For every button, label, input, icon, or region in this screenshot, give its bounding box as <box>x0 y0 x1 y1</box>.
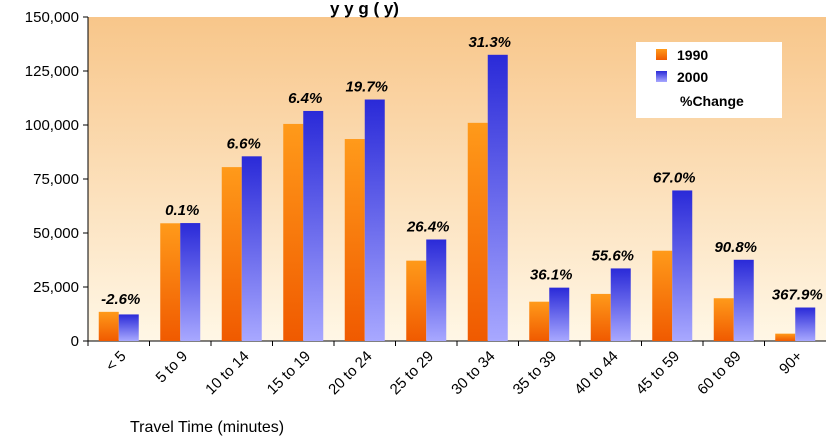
bar-2000 <box>487 54 508 342</box>
y-tick-label: 50,000 <box>33 225 79 242</box>
bar-2000 <box>426 239 447 341</box>
bar-1990 <box>713 298 734 341</box>
x-tick-label: 15 to 19 <box>264 348 314 398</box>
legend-label-pct-change: %Change <box>680 93 744 109</box>
bar-1990 <box>775 333 796 341</box>
pct-change-label: 67.0% <box>653 169 696 186</box>
bar-1990 <box>529 301 550 341</box>
y-tick-label: 25,000 <box>33 279 79 296</box>
y-tick-label: 0 <box>71 333 79 350</box>
x-tick-label: 30 to 34 <box>448 348 498 398</box>
bar-2000 <box>118 314 139 341</box>
y-tick-label: 75,000 <box>33 171 79 188</box>
pct-change-label: 55.6% <box>591 247 634 264</box>
x-tick-label: 40 to 44 <box>571 348 621 398</box>
y-tick-label: 100,000 <box>25 117 79 134</box>
bar-1990 <box>283 123 304 341</box>
x-tick-label: 35 to 39 <box>510 348 560 398</box>
y-tick-label: 125,000 <box>25 63 79 80</box>
pct-change-label: 90.8% <box>714 239 757 256</box>
bar-1990 <box>406 260 427 341</box>
bar-2000 <box>672 190 693 341</box>
legend-swatch-1990 <box>656 49 667 60</box>
pct-change-label: 0.1% <box>165 202 199 219</box>
bar-1990 <box>98 311 119 341</box>
x-tick-label: 90+ <box>776 348 806 378</box>
pct-change-label: 6.4% <box>288 90 322 107</box>
bar-2000 <box>733 259 754 341</box>
bar-2000 <box>549 287 570 341</box>
legend-swatch-2000 <box>656 71 667 82</box>
chart-title: y y g ( y) <box>330 0 399 18</box>
y-tick-label: 150,000 <box>25 9 79 26</box>
x-tick-label: 25 to 29 <box>387 348 437 398</box>
bar-1990 <box>652 250 673 341</box>
legend: 1990 2000 %Change <box>636 42 782 118</box>
bar-2000 <box>180 223 201 341</box>
x-axis-ticks: < 5 5 to 9 10 to 14 15 to 19 20 to 24 25 to 2… <box>87 341 806 398</box>
pct-change-label: 36.1% <box>530 267 573 284</box>
pct-change-label: 367.9% <box>772 287 823 304</box>
x-tick-label: 60 to 89 <box>694 348 744 398</box>
bar-1990 <box>590 293 611 341</box>
x-tick-label: < 5 <box>103 348 130 375</box>
bar-1990 <box>160 223 181 341</box>
x-tick-label: 10 to 14 <box>202 348 252 398</box>
pct-change-label: -2.6% <box>101 291 140 308</box>
bar-2000 <box>795 307 816 341</box>
bar-2000 <box>241 156 262 341</box>
bar-1990 <box>344 139 365 341</box>
legend-label-2000: 2000 <box>677 69 708 85</box>
bar-2000 <box>610 268 631 341</box>
pct-change-label: 19.7% <box>345 79 388 96</box>
pct-change-label: 26.4% <box>406 218 450 235</box>
x-axis-title: Travel Time (minutes) <box>130 419 284 436</box>
bars <box>98 54 816 342</box>
bar-2000 <box>303 110 324 342</box>
pct-change-labels: -2.6% 0.1% 6.6% 6.4% 19.7% 26.4% 31.3% 36.1% 55.… <box>101 34 823 308</box>
x-tick-label: 45 to 59 <box>633 348 683 398</box>
x-tick-label: 20 to 24 <box>325 348 375 398</box>
legend-label-1990: 1990 <box>677 47 708 63</box>
x-tick-label: 5 to 9 <box>153 348 192 387</box>
pct-change-label: 31.3% <box>468 34 511 51</box>
bar-1990 <box>467 122 488 341</box>
y-axis-ticks: 0 25,000 50,000 75,000 100,000 125,000 150,000 <box>25 9 88 350</box>
bar-1990 <box>221 167 242 341</box>
bar-2000 <box>364 99 385 342</box>
pct-change-label: 6.6% <box>227 135 261 152</box>
